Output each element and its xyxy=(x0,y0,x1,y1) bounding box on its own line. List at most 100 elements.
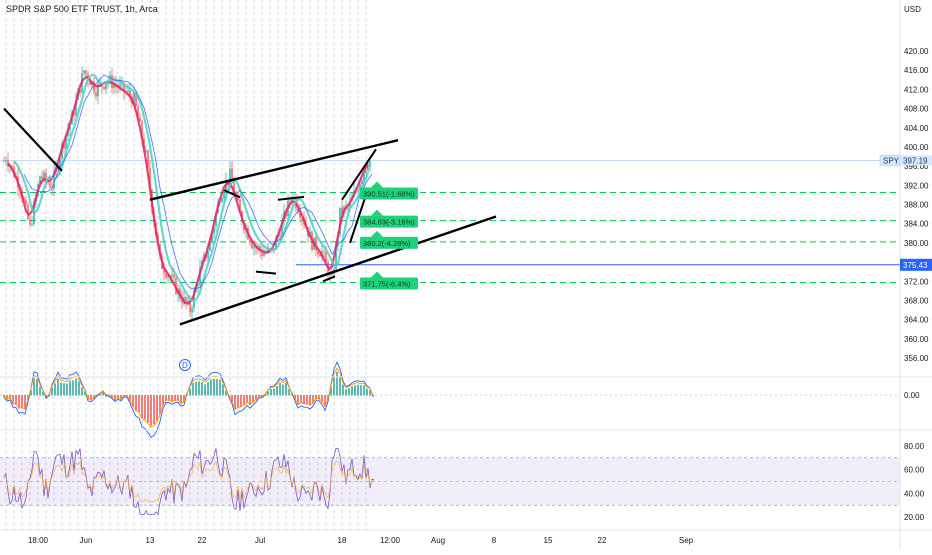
candle-body xyxy=(167,275,169,278)
candle-body xyxy=(65,136,67,149)
macd-histogram-bar xyxy=(333,376,335,396)
macd-histogram-bar xyxy=(78,381,80,396)
target-label-box-1 xyxy=(360,215,418,228)
trendlines[interactable] xyxy=(3,107,497,326)
rsi-tick-label: 80.00 xyxy=(904,442,925,451)
macd-histogram-bar xyxy=(135,395,137,411)
macd-pane xyxy=(0,361,900,439)
macd-histogram-bar xyxy=(63,383,65,396)
price-tick-label: 368.00 xyxy=(904,296,929,305)
time-axis-label: 18:00 xyxy=(28,536,49,545)
ma-fast-line xyxy=(7,75,369,305)
candle-body xyxy=(257,246,259,248)
price-tick-label: 404.00 xyxy=(904,124,929,133)
macd-histogram-bar xyxy=(312,395,314,404)
ma-slow-line xyxy=(23,74,373,290)
candle-body xyxy=(207,250,209,259)
price-tag-label: 397.19 xyxy=(903,156,928,165)
macd-histogram-bar xyxy=(306,395,308,405)
macd-histogram-bar xyxy=(330,387,332,396)
candle-body xyxy=(363,173,365,181)
candle-body xyxy=(127,90,129,92)
macd-histogram-bar xyxy=(102,392,104,396)
target-arrow-1 xyxy=(371,209,383,216)
macd-histogram-bar xyxy=(234,395,236,410)
macd-histogram-bar xyxy=(195,381,197,396)
price-tick-label: 384.00 xyxy=(904,220,929,229)
candle-body xyxy=(297,208,299,213)
macd-histogram-bar xyxy=(150,395,152,426)
macd-histogram-bar xyxy=(156,395,158,421)
candle-body xyxy=(33,201,35,224)
candle-body xyxy=(137,106,139,118)
candle-body xyxy=(263,253,265,256)
macd-histogram-bar xyxy=(246,395,248,403)
candle-body xyxy=(85,70,87,74)
candle-body xyxy=(367,167,369,171)
macd-histogram-bar xyxy=(75,378,77,396)
target-label-1: 384.63(-3.16%) xyxy=(363,218,415,227)
dividend-marker xyxy=(179,359,191,371)
macd-histogram-bar xyxy=(237,395,239,408)
candle-body xyxy=(187,300,189,304)
candle-body xyxy=(29,219,31,225)
macd-histogram-bar xyxy=(270,388,272,396)
candle-body xyxy=(289,200,291,202)
macd-histogram-bar xyxy=(231,395,233,402)
candle-body xyxy=(79,89,81,93)
macd-histogram-bar xyxy=(147,395,149,423)
candle-body xyxy=(67,130,69,137)
time-axis-label: 18 xyxy=(338,536,347,545)
macd-histogram-bar xyxy=(204,384,206,396)
candle-body xyxy=(345,205,347,207)
target-label-3: 371.75(-6.4%) xyxy=(363,279,411,288)
rally-line xyxy=(341,148,377,201)
macd-histogram-bar xyxy=(180,395,182,404)
candle-body xyxy=(191,307,193,313)
macd-histogram-bar xyxy=(39,386,41,396)
candle-body xyxy=(267,248,269,253)
macd-histogram-bar xyxy=(66,383,68,396)
horizontal-line-tag-box xyxy=(900,258,932,271)
candle-body xyxy=(209,241,211,251)
macd-histogram-bar xyxy=(282,384,284,396)
candle-body xyxy=(335,243,337,270)
target-label-2: 380.2(-4.28%) xyxy=(363,239,411,248)
time-axis[interactable]: 18:00 Jun 13 22 Jul 18 12:00 Aug 8 15 22 Sep xyxy=(28,536,694,545)
candle-body xyxy=(281,220,283,237)
macd-histogram-bar xyxy=(99,394,101,396)
macd-histogram-bar xyxy=(153,395,155,425)
target-label-0: 390.51(-1.68%) xyxy=(363,189,415,198)
macd-histogram-bar xyxy=(114,395,116,401)
macd-histogram-bar xyxy=(171,395,173,403)
macd-histogram-bar xyxy=(18,395,20,409)
macd-histogram-bar xyxy=(84,391,86,396)
price-tag-box xyxy=(900,155,932,166)
candle-body xyxy=(223,193,225,199)
rsi-pane xyxy=(0,448,900,516)
candle-body xyxy=(147,150,149,168)
candle-body xyxy=(7,160,9,167)
horizontal-lines xyxy=(0,160,900,283)
chart-title: SPDR S&P 500 ETF TRUST, 1h, Arca xyxy=(6,4,158,14)
macd-histogram-bar xyxy=(288,389,290,396)
macd-histogram-bar xyxy=(117,395,119,399)
macd-histogram-bar xyxy=(309,395,311,406)
candle-body xyxy=(253,246,255,249)
target-labels[interactable]: 390.51(-1.68%) 384.63(-3.16%) 380.2(-4.28%… xyxy=(179,181,419,371)
price-tick-label: 400.00 xyxy=(904,143,929,152)
time-axis-label: Aug xyxy=(431,536,445,545)
channel-upper-trendline xyxy=(149,139,399,201)
candle-body xyxy=(365,170,367,174)
candle-body xyxy=(299,212,301,218)
macd-histogram-bar xyxy=(201,382,203,396)
candle-body xyxy=(173,274,175,278)
rsi-tick-label: 60.00 xyxy=(904,466,925,475)
macd-histogram-bar xyxy=(348,388,350,396)
resistance-segment-2 xyxy=(277,195,305,201)
macd-histogram-bar xyxy=(36,379,38,396)
